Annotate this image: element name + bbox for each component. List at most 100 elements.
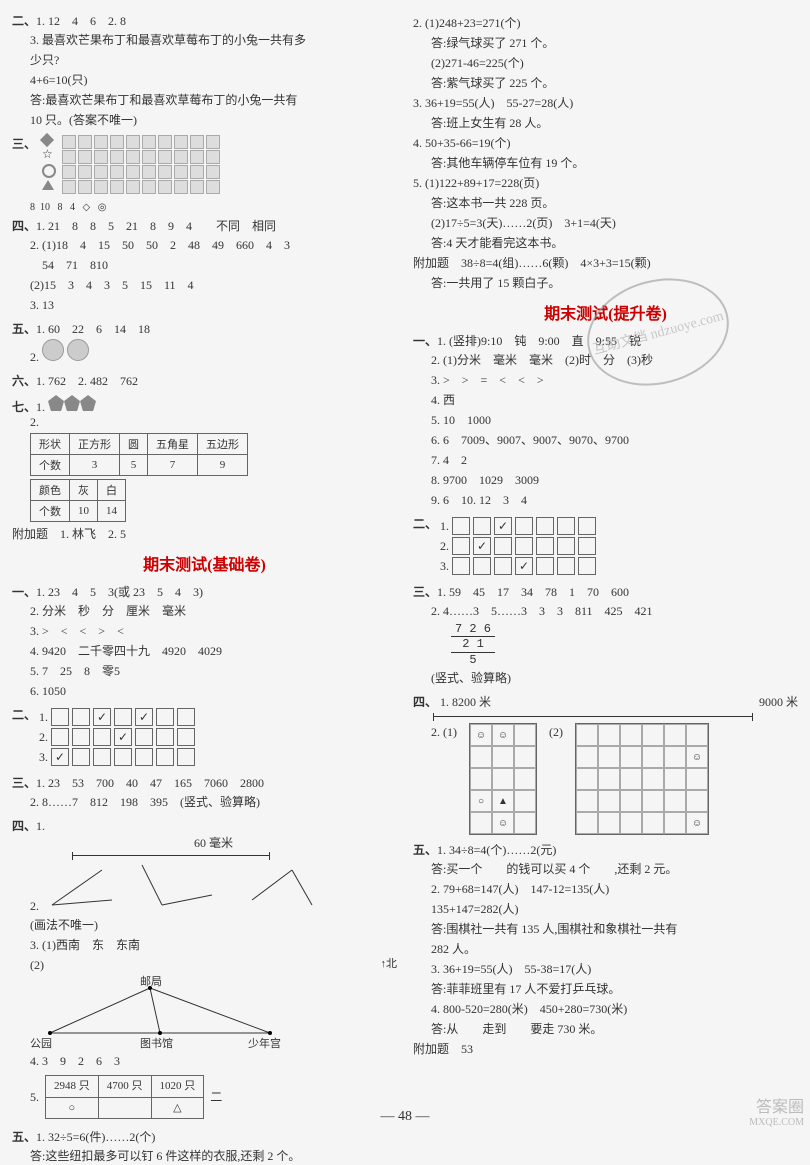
td: 2948 只 — [46, 1076, 99, 1098]
circle-icon — [42, 164, 56, 178]
head-4: 四、 — [12, 217, 36, 234]
b5-l1: 1. 32÷5=6(件)……2(个) — [36, 1130, 155, 1144]
p-section-3: 三、1. 59 45 17 34 78 1 70 600 2. 4……3 5……… — [413, 583, 798, 687]
checkbox — [536, 537, 554, 555]
p5-bonus: 附加题 53 — [413, 1040, 798, 1058]
p4-l2-t: 2. (1) — [431, 723, 457, 741]
checkbox — [452, 517, 470, 535]
rt-l4: 4. 50+35-66=19(个) — [413, 134, 798, 152]
rt-l1: 2. (1)248+23=271(个) — [413, 14, 798, 32]
checkbox — [452, 537, 470, 555]
th: 个数 — [31, 455, 70, 476]
section-5: 五、1. 60 22 6 14 18 2. — [12, 320, 397, 366]
p-head-2: 二、 — [413, 515, 437, 532]
s7-bonus: 附加题 1. 林飞 2. 5 — [12, 525, 397, 543]
td: 3 — [70, 455, 120, 476]
checkbox — [72, 708, 90, 726]
td: 正方形 — [70, 434, 120, 455]
star-icon: ☆ — [42, 147, 56, 162]
vc-bot: 5 — [451, 652, 495, 667]
rt-l6a: 答:4 天才能看完这本书。 — [413, 234, 798, 252]
checkbox — [452, 557, 470, 575]
title-basic: 期末测试(基础卷) — [12, 551, 397, 575]
grid-1: ☺☺ ○▲ ☺ — [469, 723, 537, 835]
c5: ◎ — [98, 202, 107, 213]
p4-l1r: 9000 米 — [759, 693, 798, 710]
p4-l2: 2. (1) ☺☺ ○▲ ☺ (2) ☺ ☺ — [413, 723, 798, 835]
p5-l3: 3. 36+19=55(人) 55-38=17(人) — [413, 960, 798, 978]
rt-bonus: 附加题 38÷8=4(组)……6(颗) 4×3+3=15(颗) — [413, 254, 798, 272]
map-library: 图书馆 — [140, 1036, 173, 1053]
grid-2: ☺ ☺ — [575, 723, 709, 835]
s4-l2: 2. (1)18 4 15 50 50 2 48 49 660 4 3 — [12, 236, 397, 254]
check-row: 3.✓ — [440, 557, 596, 575]
b1-l4: 4. 9420 二千零四十九 4920 4029 — [12, 642, 397, 660]
checkbox — [578, 517, 596, 535]
b4-side: 二 — [210, 1088, 222, 1106]
head-6: 六、 — [12, 372, 36, 389]
head-7: 七、 — [12, 398, 36, 415]
pentagon-icon — [64, 395, 80, 411]
segment-label: 60 毫米 — [12, 834, 397, 851]
north-arrow: ↑北 — [381, 956, 398, 973]
s5-l1: 1. 60 22 6 14 18 — [36, 322, 150, 336]
watermark: 答案圈 MXQE.COM — [749, 1098, 804, 1129]
rt-l4a: 答:其他车辆停车位有 19 个。 — [413, 154, 798, 172]
b-head-1: 一、 — [12, 583, 36, 600]
r-top: 2. (1)248+23=271(个) 答:绿气球买了 271 个。 (2)27… — [413, 14, 798, 292]
p1-l5: 5. 10 1000 — [413, 411, 798, 429]
section-3: 三、 ☆ document.write(Array.from({length:1… — [12, 135, 397, 194]
rt-l1a: 答:绿气球买了 271 个。 — [413, 34, 798, 52]
map-post: 邮局 — [140, 974, 162, 991]
diamond-icon — [40, 133, 54, 147]
head-2: 二、 — [12, 12, 36, 29]
b4-note: (画法不唯一) — [12, 916, 397, 934]
td: 五角星 — [148, 434, 198, 455]
checkbox — [156, 708, 174, 726]
s7-l1: 1. — [36, 400, 45, 414]
b-head-4: 四、 — [12, 817, 36, 834]
checkbox: ✓ — [135, 708, 153, 726]
vc-mid: 2 1 — [451, 637, 495, 651]
rt-l3: 3. 36+19=55(人) 55-27=28(人) — [413, 94, 798, 112]
p-section-4: 四、 1. 8200 米 9000 米 2. (1) ☺☺ ○▲ ☺ (2) ☺… — [413, 693, 798, 835]
distance-segment — [433, 716, 753, 717]
td: 7 — [148, 455, 198, 476]
checkbox: ✓ — [515, 557, 533, 575]
p5-l2b: 135+147=282(人) — [413, 900, 798, 918]
p5-l2c: 282 人。 — [413, 940, 798, 958]
td: 5 — [120, 455, 148, 476]
check-row: 2.✓ — [440, 537, 596, 555]
p5-l1a: 答:买一个 的钱可以买 4 个 ,还剩 2 元。 — [413, 860, 798, 878]
section-4: 四、1. 21 8 8 5 21 8 9 4 不同 相同 2. (1)18 4 … — [12, 217, 397, 314]
check-row: 3.✓ — [39, 748, 195, 766]
section-7: 七、1. 2. 形状正方形圆五角星五边形 个数3579 颜色灰白 个数1014 … — [12, 395, 397, 543]
rt-l5a: 答:这本书一共 228 页。 — [413, 194, 798, 212]
c0: 8 — [30, 202, 35, 213]
p5-l4: 4. 800-520=280(米) 450+280=730(米) — [413, 1000, 798, 1018]
fruit-icon-2 — [67, 339, 89, 361]
s3-labels: 8 10 8 4 ◇ ◎ — [12, 200, 397, 215]
checkbox — [135, 748, 153, 766]
checkbox — [578, 537, 596, 555]
b-head-5: 五、 — [12, 1128, 36, 1145]
p-section-2: 二、 1.✓2.✓3.✓ — [413, 515, 798, 577]
checkbox — [51, 728, 69, 746]
b1-l3: 3. > < < > < — [12, 622, 397, 640]
b5-l2: 答:这些纽扣最多可以钉 6 件这样的衣服,还剩 2 个。 — [12, 1147, 397, 1165]
b4-l5-t: 5. — [30, 1088, 39, 1106]
td: ○ — [46, 1097, 99, 1119]
b4-l3: 3. (1)西南 东 东南 — [12, 936, 397, 954]
checkbox — [515, 537, 533, 555]
checkbox — [156, 748, 174, 766]
checkbox: ✓ — [494, 517, 512, 535]
rt-l6: (2)17÷5=3(天)……2(页) 3+1=4(天) — [413, 214, 798, 232]
td: 14 — [98, 501, 126, 522]
rt-l3a: 答:班上女生有 28 人。 — [413, 114, 798, 132]
rt-bonusa: 答:一共用了 15 颗白子。 — [413, 274, 798, 292]
s4-l2b: 54 71 810 — [12, 256, 397, 274]
p5-l1: 1. 34÷8=4(个)……2(元) — [437, 843, 556, 857]
p5-l4a: 答:从 走到 要走 730 米。 — [413, 1020, 798, 1038]
b4-l1: 1. — [36, 819, 45, 833]
check-row: 2.✓ — [39, 728, 195, 746]
